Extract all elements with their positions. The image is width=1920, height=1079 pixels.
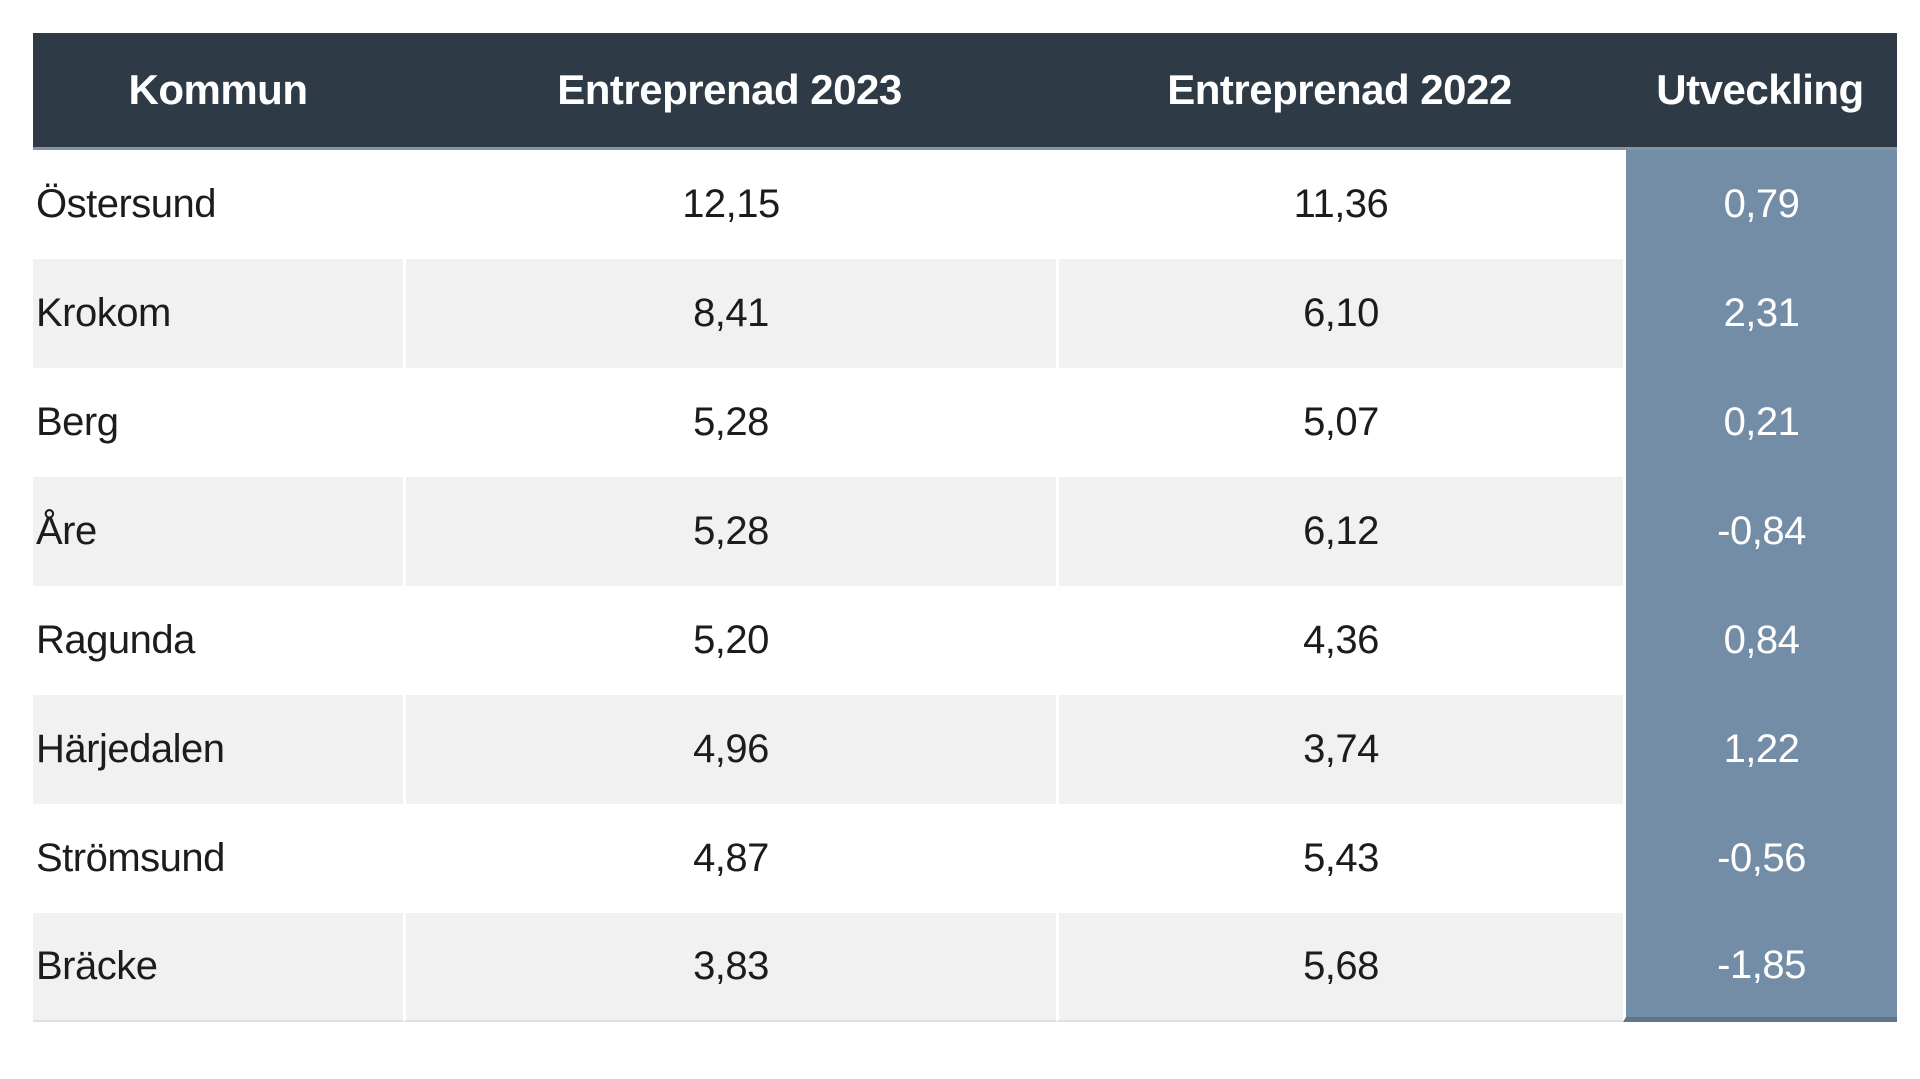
cell-kommun: Strömsund — [33, 804, 403, 913]
cell-kommun: Åre — [33, 477, 403, 586]
cell-entreprenad-2022: 4,36 — [1056, 586, 1623, 695]
cell-kommun: Ragunda — [33, 586, 403, 695]
cell-utveckling: 0,21 — [1623, 368, 1897, 477]
cell-entreprenad-2023: 5,28 — [403, 368, 1056, 477]
column-header-entreprenad-2022: Entreprenad 2022 — [1056, 33, 1623, 150]
cell-utveckling: 0,84 — [1623, 586, 1897, 695]
cell-entreprenad-2022: 6,10 — [1056, 259, 1623, 368]
cell-entreprenad-2023: 8,41 — [403, 259, 1056, 368]
cell-entreprenad-2023: 5,28 — [403, 477, 1056, 586]
cell-entreprenad-2022: 6,12 — [1056, 477, 1623, 586]
table-row: Härjedalen 4,96 3,74 1,22 — [33, 695, 1897, 804]
cell-entreprenad-2023: 12,15 — [403, 150, 1056, 259]
table-row: Ragunda 5,20 4,36 0,84 — [33, 586, 1897, 695]
cell-utveckling: 0,79 — [1623, 150, 1897, 259]
cell-entreprenad-2022: 3,74 — [1056, 695, 1623, 804]
cell-kommun: Östersund — [33, 150, 403, 259]
table-row: Åre 5,28 6,12 -0,84 — [33, 477, 1897, 586]
cell-utveckling: -0,84 — [1623, 477, 1897, 586]
cell-entreprenad-2022: 5,68 — [1056, 913, 1623, 1022]
table-header: Kommun Entreprenad 2023 Entreprenad 2022… — [33, 33, 1897, 150]
column-header-kommun: Kommun — [33, 33, 403, 150]
cell-entreprenad-2023: 3,83 — [403, 913, 1056, 1022]
table-row: Bräcke 3,83 5,68 -1,85 — [33, 913, 1897, 1022]
cell-entreprenad-2022: 5,07 — [1056, 368, 1623, 477]
cell-kommun: Bräcke — [33, 913, 403, 1022]
table-row: Östersund 12,15 11,36 0,79 — [33, 150, 1897, 259]
cell-entreprenad-2022: 5,43 — [1056, 804, 1623, 913]
cell-entreprenad-2022: 11,36 — [1056, 150, 1623, 259]
table-row: Krokom 8,41 6,10 2,31 — [33, 259, 1897, 368]
cell-utveckling: 2,31 — [1623, 259, 1897, 368]
table-row: Strömsund 4,87 5,43 -0,56 — [33, 804, 1897, 913]
cell-utveckling: 1,22 — [1623, 695, 1897, 804]
column-header-entreprenad-2023: Entreprenad 2023 — [403, 33, 1056, 150]
cell-entreprenad-2023: 4,87 — [403, 804, 1056, 913]
column-header-utveckling: Utveckling — [1623, 33, 1897, 150]
kommun-table: Kommun Entreprenad 2023 Entreprenad 2022… — [33, 33, 1897, 1022]
table-body: Östersund 12,15 11,36 0,79 Krokom 8,41 6… — [33, 150, 1897, 1022]
header-row: Kommun Entreprenad 2023 Entreprenad 2022… — [33, 33, 1897, 150]
cell-entreprenad-2023: 4,96 — [403, 695, 1056, 804]
table-row: Berg 5,28 5,07 0,21 — [33, 368, 1897, 477]
cell-kommun: Krokom — [33, 259, 403, 368]
kommun-table-container: Kommun Entreprenad 2023 Entreprenad 2022… — [33, 33, 1897, 1022]
cell-utveckling: -1,85 — [1623, 913, 1897, 1022]
cell-entreprenad-2023: 5,20 — [403, 586, 1056, 695]
cell-kommun: Härjedalen — [33, 695, 403, 804]
cell-kommun: Berg — [33, 368, 403, 477]
cell-utveckling: -0,56 — [1623, 804, 1897, 913]
